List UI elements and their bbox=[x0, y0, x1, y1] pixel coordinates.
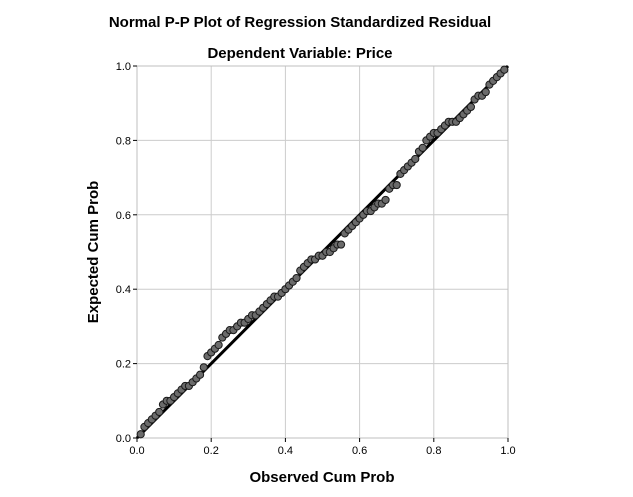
x-axis-ticks: 0.0 0.2 0.4 0.6 0.8 1.0 bbox=[129, 438, 516, 457]
x-tick-label: 0.0 bbox=[129, 445, 144, 457]
chart-title: Normal P-P Plot of Regression Standardiz… bbox=[109, 14, 491, 31]
data-point bbox=[418, 143, 427, 152]
x-axis-label: Observed Cum Prob bbox=[249, 469, 394, 486]
data-point bbox=[336, 240, 346, 249]
y-axis-label: Expected Cum Prob bbox=[85, 181, 102, 324]
data-point bbox=[381, 195, 390, 205]
data-point bbox=[411, 154, 420, 164]
data-point bbox=[466, 102, 475, 112]
plot-frame bbox=[136, 65, 509, 439]
x-tick-label: 1.0 bbox=[500, 445, 515, 457]
data-point bbox=[199, 363, 208, 372]
data-point bbox=[481, 87, 490, 97]
y-tick-label: 0.4 bbox=[116, 284, 131, 296]
gridlines bbox=[137, 66, 508, 438]
data-point bbox=[392, 180, 401, 190]
plot-area bbox=[135, 64, 510, 440]
data-point bbox=[136, 430, 145, 439]
y-tick-label: 1.0 bbox=[116, 61, 131, 73]
x-tick-label: 0.2 bbox=[204, 445, 219, 457]
x-tick-label: 0.4 bbox=[278, 445, 293, 457]
x-tick-label: 0.6 bbox=[352, 445, 367, 457]
y-tick-label: 0.0 bbox=[116, 433, 131, 445]
chart-subtitle: Dependent Variable: Price bbox=[207, 45, 392, 62]
data-point bbox=[155, 407, 164, 417]
data-points bbox=[136, 65, 509, 439]
data-point bbox=[214, 340, 223, 350]
data-point bbox=[500, 65, 509, 74]
y-tick-label: 0.2 bbox=[116, 359, 131, 371]
y-tick-label: 0.8 bbox=[116, 135, 131, 147]
x-tick-label: 0.8 bbox=[426, 445, 441, 457]
y-axis-ticks: 0.0 0.2 0.4 0.6 0.8 1.0 bbox=[116, 61, 137, 445]
data-point bbox=[292, 273, 301, 283]
y-tick-label: 0.6 bbox=[116, 210, 131, 222]
data-point bbox=[195, 370, 205, 379]
